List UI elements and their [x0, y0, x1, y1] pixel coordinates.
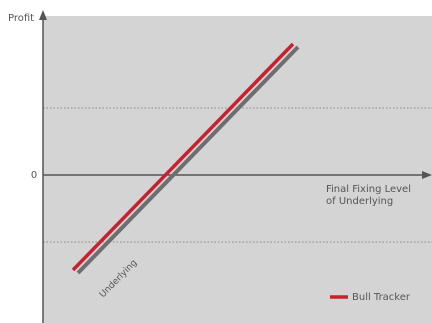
y-axis-arrow-icon [39, 10, 47, 20]
zero-tick-label: 0 [31, 170, 37, 181]
series-line-underlying [76, 45, 300, 275]
x-axis-label-line-2: of Underlying [326, 196, 393, 207]
x-axis-arrow-icon [422, 171, 432, 179]
legend-label-bull-tracker: Bull Tracker [352, 292, 411, 303]
series-layer [71, 42, 300, 275]
series-line-bull-tracker [71, 42, 295, 272]
x-axis-label-line-1: Final Fixing Level [326, 184, 411, 195]
plot-background [43, 16, 432, 323]
legend: Bull Tracker [330, 292, 411, 303]
y-axis-label: Profit [8, 13, 34, 24]
